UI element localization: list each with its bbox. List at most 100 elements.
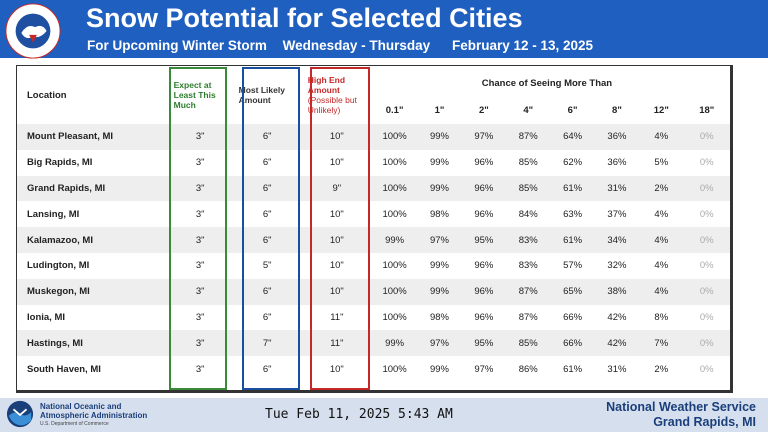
cell-most-likely: 6" xyxy=(262,234,272,246)
cell-location: Ludington, MI xyxy=(27,260,90,272)
cell-chance: 62% xyxy=(563,157,583,169)
cell-expect-least: 3" xyxy=(195,131,205,143)
cell-chance: 87% xyxy=(518,131,538,143)
office-location: Grand Rapids, MI xyxy=(653,415,756,429)
cell-chance: 87% xyxy=(518,286,538,298)
header-banner: Snow Potential for Selected Cities For U… xyxy=(0,0,768,59)
cell-chance: 61% xyxy=(563,182,583,194)
table-row: Ludington, MI 3" 5" 10" 100% 99% 96% 83% 57% 32% 4… xyxy=(17,252,730,279)
cell-chance: 0% xyxy=(699,286,714,298)
cell-most-likely: 6" xyxy=(262,363,272,375)
cell-chance: 0% xyxy=(699,311,714,323)
cell-chance: 4% xyxy=(654,234,669,246)
cell-chance: 96% xyxy=(474,182,494,194)
cell-chance: 100% xyxy=(382,286,407,298)
table-row: Ionia, MI 3" 6" 11" 100% 98% 96% 87% 66% 42% 8% 0% xyxy=(17,304,730,331)
header-chance-title: Chance of Seeing More Than xyxy=(481,78,613,89)
cell-chance: 96% xyxy=(474,260,494,272)
cell-expect-least: 3" xyxy=(195,208,205,220)
cell-chance: 98% xyxy=(429,311,449,323)
cell-location: Mount Pleasant, MI xyxy=(27,131,114,143)
cell-chance: 98% xyxy=(429,208,449,220)
cell-chance: 100% xyxy=(382,363,407,375)
office-block: National Weather Service Grand Rapids, M… xyxy=(606,400,756,430)
cell-chance: 61% xyxy=(563,234,583,246)
cell-high-end: 10" xyxy=(329,131,344,143)
cell-chance: 64% xyxy=(563,131,583,143)
snow-table: Location Expect at Least This Much Most … xyxy=(17,66,730,382)
cell-chance: 83% xyxy=(518,260,538,272)
cell-most-likely: 7" xyxy=(262,337,272,349)
header-threshold: 18" xyxy=(683,66,730,124)
cell-expect-least: 3" xyxy=(195,260,205,272)
cell-chance: 63% xyxy=(563,208,583,220)
cell-chance: 84% xyxy=(518,208,538,220)
cell-chance: 5% xyxy=(654,157,669,169)
cell-chance: 99% xyxy=(385,234,405,246)
cell-chance: 4% xyxy=(654,286,669,298)
cell-chance: 0% xyxy=(699,208,714,220)
office-name: National Weather Service xyxy=(606,400,756,414)
cell-expect-least: 3" xyxy=(195,234,205,246)
cell-most-likely: 6" xyxy=(262,182,272,194)
cell-most-likely: 6" xyxy=(262,157,272,169)
cell-chance: 97% xyxy=(474,363,494,375)
cell-chance: 85% xyxy=(518,337,538,349)
subtitle-dates: February 12 - 13, 2025 xyxy=(451,38,594,53)
cell-chance: 87% xyxy=(518,311,538,323)
cell-location: Lansing, MI xyxy=(27,208,80,220)
cell-location: Kalamazoo, MI xyxy=(27,234,93,246)
cell-expect-least: 3" xyxy=(195,363,205,375)
header-threshold: 8" xyxy=(594,66,640,124)
cell-chance: 85% xyxy=(518,157,538,169)
cell-chance: 0% xyxy=(699,157,714,169)
cell-chance: 0% xyxy=(699,337,714,349)
cell-chance: 0% xyxy=(699,260,714,272)
cell-chance: 7% xyxy=(654,337,669,349)
cell-most-likely: 6" xyxy=(262,208,272,220)
header-expect-least: Expect at Least This Much xyxy=(167,66,233,124)
cell-chance: 99% xyxy=(429,182,449,194)
cell-chance: 96% xyxy=(474,311,494,323)
table-row: South Haven, MI 3" 6" 10" 100% 99% 97% 86% 61% 31… xyxy=(17,356,730,382)
cell-chance: 99% xyxy=(429,363,449,375)
cell-high-end: 10" xyxy=(329,234,344,246)
cell-chance: 100% xyxy=(382,260,407,272)
noaa-logo-icon xyxy=(6,400,34,428)
cell-chance: 85% xyxy=(518,182,538,194)
cell-chance: 100% xyxy=(382,182,407,194)
cell-chance: 0% xyxy=(699,234,714,246)
cell-chance: 2% xyxy=(654,363,669,375)
cell-chance: 96% xyxy=(474,208,494,220)
cell-chance: 97% xyxy=(429,234,449,246)
cell-chance: 86% xyxy=(518,363,538,375)
cell-chance: 37% xyxy=(607,208,627,220)
noaa-dept: U.S. Department of Commerce xyxy=(40,421,109,427)
cell-chance: 0% xyxy=(699,363,714,375)
cell-chance: 0% xyxy=(699,131,714,143)
table-body: Mount Pleasant, MI 3" 6" 10" 100% 99% 97% 87% 64… xyxy=(17,124,730,382)
header-threshold: 1" xyxy=(417,66,462,124)
cell-most-likely: 5" xyxy=(262,260,272,272)
cell-chance: 61% xyxy=(563,363,583,375)
cell-chance: 99% xyxy=(429,260,449,272)
cell-high-end: 11" xyxy=(330,337,344,349)
header-threshold: 2" xyxy=(461,66,507,124)
cell-location: Ionia, MI xyxy=(27,311,65,323)
header-threshold: Chance of Seeing More Than 0.1" xyxy=(371,66,612,124)
table-row: Hastings, MI 3" 7" 11" 99% 97% 95% 85% 66% 42% 7% 0… xyxy=(17,330,730,357)
header-high-end-note: (Possible but Unlikely) xyxy=(307,95,357,115)
cell-expect-least: 3" xyxy=(195,157,205,169)
cell-location: Hastings, MI xyxy=(27,337,83,349)
cell-chance: 99% xyxy=(429,286,449,298)
cell-high-end: 9" xyxy=(332,182,342,194)
cell-high-end: 10" xyxy=(329,286,344,298)
cell-high-end: 11" xyxy=(330,311,344,323)
cell-chance: 0% xyxy=(699,182,714,194)
cell-chance: 32% xyxy=(607,260,627,272)
cell-chance: 96% xyxy=(474,157,494,169)
cell-chance: 83% xyxy=(518,234,538,246)
cell-chance: 99% xyxy=(385,337,405,349)
snow-table-container: Location Expect at Least This Much Most … xyxy=(16,65,733,393)
cell-chance: 57% xyxy=(563,260,583,272)
